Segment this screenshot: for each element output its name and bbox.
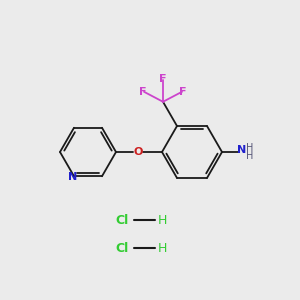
Text: F: F bbox=[179, 87, 187, 97]
Text: H: H bbox=[157, 214, 167, 226]
Text: H: H bbox=[246, 143, 254, 153]
Text: Cl: Cl bbox=[116, 214, 129, 226]
Text: H: H bbox=[157, 242, 167, 254]
Text: H: H bbox=[246, 151, 254, 161]
Text: N: N bbox=[237, 145, 247, 155]
Text: N: N bbox=[68, 172, 78, 182]
Text: F: F bbox=[139, 87, 147, 97]
Text: F: F bbox=[159, 74, 167, 84]
Text: Cl: Cl bbox=[116, 242, 129, 254]
Text: O: O bbox=[133, 147, 143, 157]
